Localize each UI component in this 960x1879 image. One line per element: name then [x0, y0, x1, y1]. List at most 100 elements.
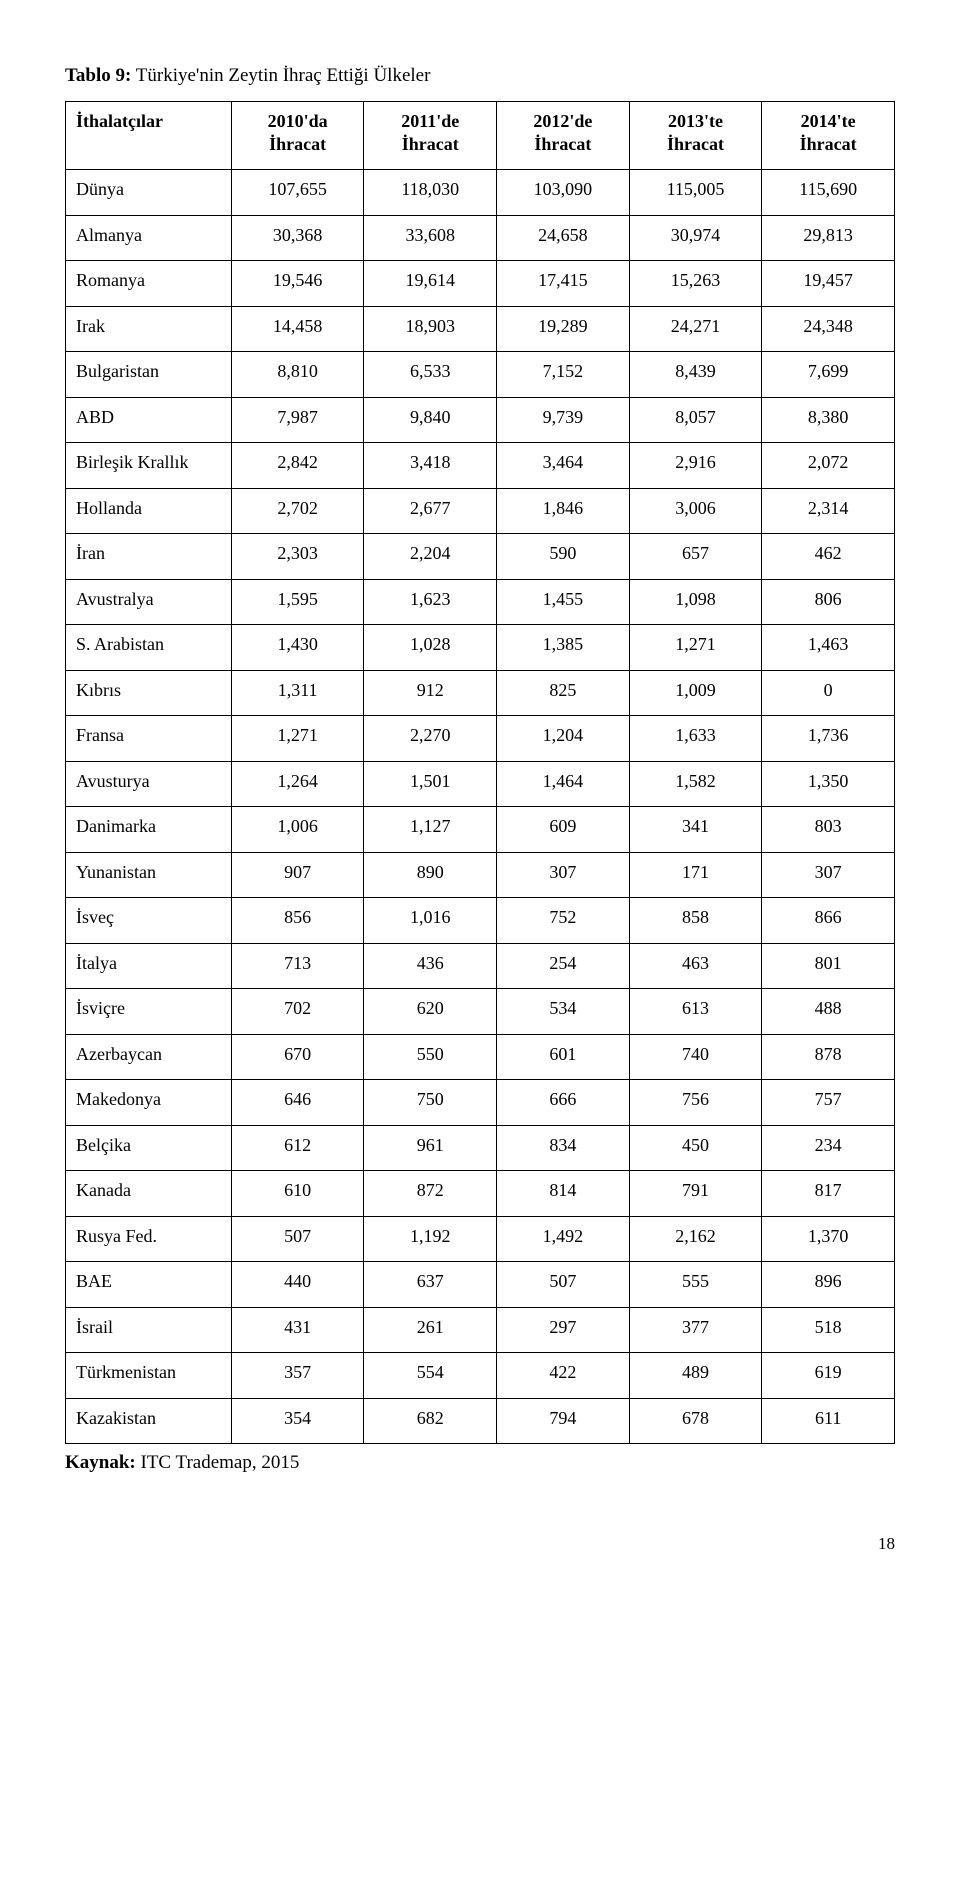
value-cell: 462: [762, 534, 895, 580]
value-cell: 1,006: [231, 807, 364, 853]
value-cell: 666: [497, 1080, 630, 1126]
value-cell: 806: [762, 579, 895, 625]
value-cell: 440: [231, 1262, 364, 1308]
value-cell: 872: [364, 1171, 497, 1217]
value-cell: 431: [231, 1307, 364, 1353]
value-cell: 610: [231, 1171, 364, 1217]
value-cell: 740: [629, 1034, 762, 1080]
value-cell: 171: [629, 852, 762, 898]
table-row: Kanada610872814791817: [66, 1171, 895, 1217]
value-cell: 590: [497, 534, 630, 580]
country-cell: Kanada: [66, 1171, 232, 1217]
table-row: Bulgaristan8,8106,5337,1528,4397,699: [66, 352, 895, 398]
table-row: Almanya30,36833,60824,65830,97429,813: [66, 215, 895, 261]
value-cell: 6,533: [364, 352, 497, 398]
country-cell: İtalya: [66, 943, 232, 989]
value-cell: 794: [497, 1398, 630, 1444]
value-cell: 1,430: [231, 625, 364, 671]
value-cell: 856: [231, 898, 364, 944]
value-cell: 14,458: [231, 306, 364, 352]
value-cell: 2,842: [231, 443, 364, 489]
value-cell: 1,385: [497, 625, 630, 671]
table-row: İsviçre702620534613488: [66, 989, 895, 1035]
value-cell: 646: [231, 1080, 364, 1126]
table-row: Danimarka1,0061,127609341803: [66, 807, 895, 853]
value-cell: 713: [231, 943, 364, 989]
value-cell: 422: [497, 1353, 630, 1399]
value-cell: 30,974: [629, 215, 762, 261]
value-cell: 115,005: [629, 170, 762, 216]
value-cell: 1,098: [629, 579, 762, 625]
table-row: Türkmenistan357554422489619: [66, 1353, 895, 1399]
value-cell: 450: [629, 1125, 762, 1171]
value-cell: 118,030: [364, 170, 497, 216]
value-cell: 518: [762, 1307, 895, 1353]
value-cell: 1,009: [629, 670, 762, 716]
value-cell: 1,016: [364, 898, 497, 944]
value-cell: 2,303: [231, 534, 364, 580]
value-cell: 1,350: [762, 761, 895, 807]
country-cell: Almanya: [66, 215, 232, 261]
value-cell: 33,608: [364, 215, 497, 261]
table-row: İran2,3032,204590657462: [66, 534, 895, 580]
value-cell: 29,813: [762, 215, 895, 261]
value-cell: 858: [629, 898, 762, 944]
caption-text: Türkiye'nin Zeytin İhraç Ettiği Ülkeler: [131, 65, 430, 86]
col-header-year: 2014'te İhracat: [762, 102, 895, 170]
country-cell: Kazakistan: [66, 1398, 232, 1444]
caption-number: Tablo 9:: [65, 65, 131, 86]
value-cell: 1,582: [629, 761, 762, 807]
value-cell: 907: [231, 852, 364, 898]
value-cell: 814: [497, 1171, 630, 1217]
value-cell: 670: [231, 1034, 364, 1080]
value-cell: 1,736: [762, 716, 895, 762]
col-header-year: 2010'da İhracat: [231, 102, 364, 170]
value-cell: 1,192: [364, 1216, 497, 1262]
value-cell: 254: [497, 943, 630, 989]
value-cell: 1,311: [231, 670, 364, 716]
value-cell: 19,546: [231, 261, 364, 307]
country-cell: İran: [66, 534, 232, 580]
table-body: Dünya107,655118,030103,090115,005115,690…: [66, 170, 895, 1444]
value-cell: 9,840: [364, 397, 497, 443]
table-row: Rusya Fed.5071,1921,4922,1621,370: [66, 1216, 895, 1262]
country-cell: Irak: [66, 306, 232, 352]
value-cell: 702: [231, 989, 364, 1035]
value-cell: 7,699: [762, 352, 895, 398]
country-cell: Yunanistan: [66, 852, 232, 898]
value-cell: 19,289: [497, 306, 630, 352]
value-cell: 3,464: [497, 443, 630, 489]
value-cell: 489: [629, 1353, 762, 1399]
table-header-row: İthalatçılar2010'da İhracat2011'de İhrac…: [66, 102, 895, 170]
value-cell: 1,501: [364, 761, 497, 807]
country-cell: S. Arabistan: [66, 625, 232, 671]
table-row: Kazakistan354682794678611: [66, 1398, 895, 1444]
value-cell: 817: [762, 1171, 895, 1217]
country-cell: Fransa: [66, 716, 232, 762]
value-cell: 3,418: [364, 443, 497, 489]
value-cell: 757: [762, 1080, 895, 1126]
value-cell: 30,368: [231, 215, 364, 261]
value-cell: 678: [629, 1398, 762, 1444]
country-cell: Rusya Fed.: [66, 1216, 232, 1262]
value-cell: 0: [762, 670, 895, 716]
value-cell: 9,739: [497, 397, 630, 443]
value-cell: 19,614: [364, 261, 497, 307]
value-cell: 115,690: [762, 170, 895, 216]
value-cell: 620: [364, 989, 497, 1035]
page-number: 18: [65, 1534, 895, 1554]
country-cell: Bulgaristan: [66, 352, 232, 398]
value-cell: 619: [762, 1353, 895, 1399]
value-cell: 507: [231, 1216, 364, 1262]
value-cell: 1,623: [364, 579, 497, 625]
country-cell: Hollanda: [66, 488, 232, 534]
value-cell: 878: [762, 1034, 895, 1080]
value-cell: 507: [497, 1262, 630, 1308]
value-cell: 890: [364, 852, 497, 898]
value-cell: 7,987: [231, 397, 364, 443]
value-cell: 1,455: [497, 579, 630, 625]
table-row: Irak14,45818,90319,28924,27124,348: [66, 306, 895, 352]
value-cell: 3,006: [629, 488, 762, 534]
col-header-year: 2011'de İhracat: [364, 102, 497, 170]
value-cell: 107,655: [231, 170, 364, 216]
